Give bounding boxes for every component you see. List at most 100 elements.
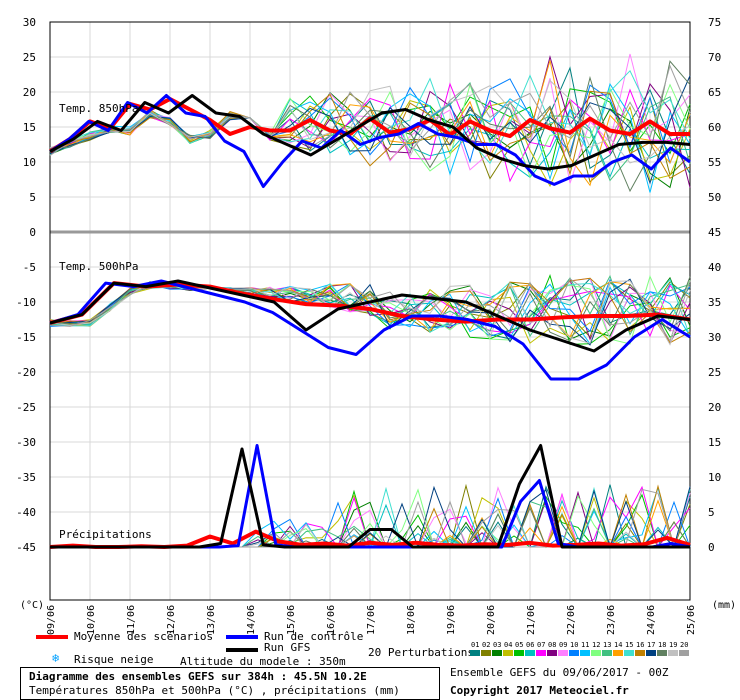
perturbation-number: 01 bbox=[471, 641, 480, 649]
perturbation-line-850 bbox=[49, 79, 691, 164]
perturbation-swatch bbox=[514, 650, 524, 656]
perturbation-number: 15 bbox=[625, 641, 634, 649]
control-legend-swatch bbox=[226, 635, 258, 639]
perturbation-swatch bbox=[635, 650, 645, 656]
perturbation-line-850 bbox=[49, 64, 691, 156]
right-tick-label: 20 bbox=[708, 401, 721, 414]
x-date-label: 17/06 bbox=[366, 605, 377, 635]
t850-panel-label: Temp. 850hPa bbox=[59, 102, 139, 115]
x-date-label: 15/06 bbox=[286, 605, 297, 635]
perturbation-swatch bbox=[470, 650, 480, 656]
snowflake-icon: ❄ bbox=[52, 651, 60, 665]
perturbation-swatch bbox=[536, 650, 546, 656]
perturbation-swatch bbox=[558, 650, 568, 656]
x-date-label: 22/06 bbox=[566, 605, 577, 635]
right-tick-label: 65 bbox=[708, 86, 721, 99]
x-date-label: 11/06 bbox=[126, 605, 137, 635]
perturbation-swatch bbox=[569, 650, 579, 656]
left-tick-label: 10 bbox=[23, 156, 36, 169]
left-tick-label: -10 bbox=[16, 296, 36, 309]
left-tick-label: -40 bbox=[16, 506, 36, 519]
left-tick-label: -35 bbox=[16, 471, 36, 484]
left-tick-label: -30 bbox=[16, 436, 36, 449]
perturbation-number: 13 bbox=[603, 641, 612, 649]
title-box: Diagramme des ensembles GEFS sur 384h : … bbox=[20, 667, 440, 700]
series-line-500 bbox=[49, 279, 691, 353]
perturbation-number: 08 bbox=[548, 641, 557, 649]
left-tick-label: -45 bbox=[16, 541, 36, 554]
perturbation-number: 07 bbox=[537, 641, 546, 649]
left-tick-label: 20 bbox=[23, 86, 36, 99]
perturbation-number: 16 bbox=[636, 641, 645, 649]
left-tick-label: 25 bbox=[23, 51, 36, 64]
series-line-850 bbox=[49, 94, 691, 171]
gfs-legend-swatch bbox=[226, 648, 258, 652]
perturbation-swatch bbox=[547, 650, 557, 656]
left-tick-label: 30 bbox=[23, 16, 36, 29]
series-line-500 bbox=[49, 279, 691, 381]
perturbation-number: 05 bbox=[515, 641, 524, 649]
left-tick-label: -20 bbox=[16, 366, 36, 379]
perturbation-line-850 bbox=[49, 60, 691, 193]
left-tick-label: 0 bbox=[29, 226, 36, 239]
x-date-label: 12/06 bbox=[166, 605, 177, 635]
perturbation-number: 19 bbox=[669, 641, 678, 649]
series-line-850 bbox=[49, 94, 691, 188]
altitude-label: Altitude du modele : 350m bbox=[180, 655, 346, 668]
perturbation-number: 17 bbox=[647, 641, 656, 649]
perturbation-number: 02 bbox=[482, 641, 491, 649]
series-line-precip bbox=[50, 444, 690, 549]
perturbation-swatch bbox=[503, 650, 513, 656]
perturbation-number: 10 bbox=[570, 641, 579, 649]
t500-panel-label: Temp. 500hPa bbox=[59, 260, 139, 273]
right-tick-label: 40 bbox=[708, 261, 721, 274]
x-date-label: 16/06 bbox=[326, 605, 337, 635]
right-tick-label: 75 bbox=[708, 16, 721, 29]
right-tick-label: 55 bbox=[708, 156, 721, 169]
perturbation-line-850 bbox=[49, 82, 691, 183]
x-date-label: 09/06 bbox=[46, 605, 57, 635]
perturbation-swatch bbox=[492, 650, 502, 656]
x-date-label: 20/06 bbox=[486, 605, 497, 635]
mean-legend-swatch bbox=[36, 635, 68, 639]
perturbation-number: 03 bbox=[493, 641, 502, 649]
right-tick-label: 10 bbox=[708, 471, 721, 484]
perturbation-number: 20 bbox=[680, 641, 689, 649]
control-legend-label: Run de contrôle bbox=[264, 630, 364, 643]
left-tick-label: 5 bbox=[29, 191, 36, 204]
perturbation-number: 14 bbox=[614, 641, 623, 649]
right-tick-label: 70 bbox=[708, 51, 721, 64]
snow-risk-label: Risque neige bbox=[74, 653, 154, 666]
right-unit-label: (mm) bbox=[712, 600, 737, 611]
perturbations-label: 20 Perturbations bbox=[368, 646, 474, 659]
left-unit-label: (°C) bbox=[20, 600, 45, 611]
x-date-label: 13/06 bbox=[206, 605, 217, 635]
copyright-label: Copyright 2017 Meteociel.fr bbox=[450, 684, 629, 697]
chart-title: Diagramme des ensembles GEFS sur 384h : … bbox=[29, 670, 367, 683]
right-tick-label: 30 bbox=[708, 331, 721, 344]
left-tick-label: -5 bbox=[23, 261, 36, 274]
perturbation-swatch bbox=[481, 650, 491, 656]
perturbation-number: 12 bbox=[592, 641, 601, 649]
x-date-label: 25/06 bbox=[686, 605, 697, 635]
x-date-label: 23/06 bbox=[606, 605, 617, 635]
perturbation-number: 06 bbox=[526, 641, 535, 649]
left-tick-label: 15 bbox=[23, 121, 36, 134]
x-date-label: 14/06 bbox=[246, 605, 257, 635]
left-tick-label: -25 bbox=[16, 401, 36, 414]
gfs-legend-label: Run GFS bbox=[264, 641, 311, 654]
right-tick-label: 60 bbox=[708, 121, 721, 134]
perturbation-swatch bbox=[525, 650, 535, 656]
x-date-label: 18/06 bbox=[406, 605, 417, 635]
ensemble-info: Ensemble GEFS du 09/06/2017 - 00Z bbox=[450, 666, 669, 679]
plot-frame bbox=[49, 21, 691, 601]
right-tick-label: 0 bbox=[708, 541, 715, 554]
right-tick-label: 50 bbox=[708, 191, 721, 204]
right-tick-label: 25 bbox=[708, 366, 721, 379]
perturbation-swatch bbox=[580, 650, 590, 656]
perturbation-swatch bbox=[602, 650, 612, 656]
right-tick-label: 35 bbox=[708, 296, 721, 309]
perturbation-number: 18 bbox=[658, 641, 667, 649]
perturbation-swatch bbox=[679, 650, 689, 656]
right-tick-label: 45 bbox=[708, 226, 721, 239]
